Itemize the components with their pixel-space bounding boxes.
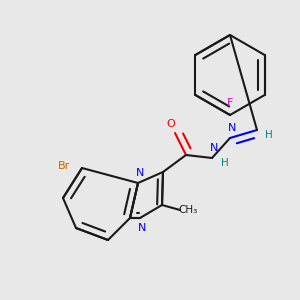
Text: Br: Br [58,161,70,171]
Text: F: F [227,98,233,108]
Text: H: H [265,130,273,140]
Text: H: H [221,158,229,168]
Text: N: N [210,143,218,153]
Text: O: O [167,119,176,129]
Text: N: N [138,223,146,233]
Text: N: N [136,168,144,178]
Text: CH₃: CH₃ [178,205,198,215]
Text: N: N [228,123,236,133]
